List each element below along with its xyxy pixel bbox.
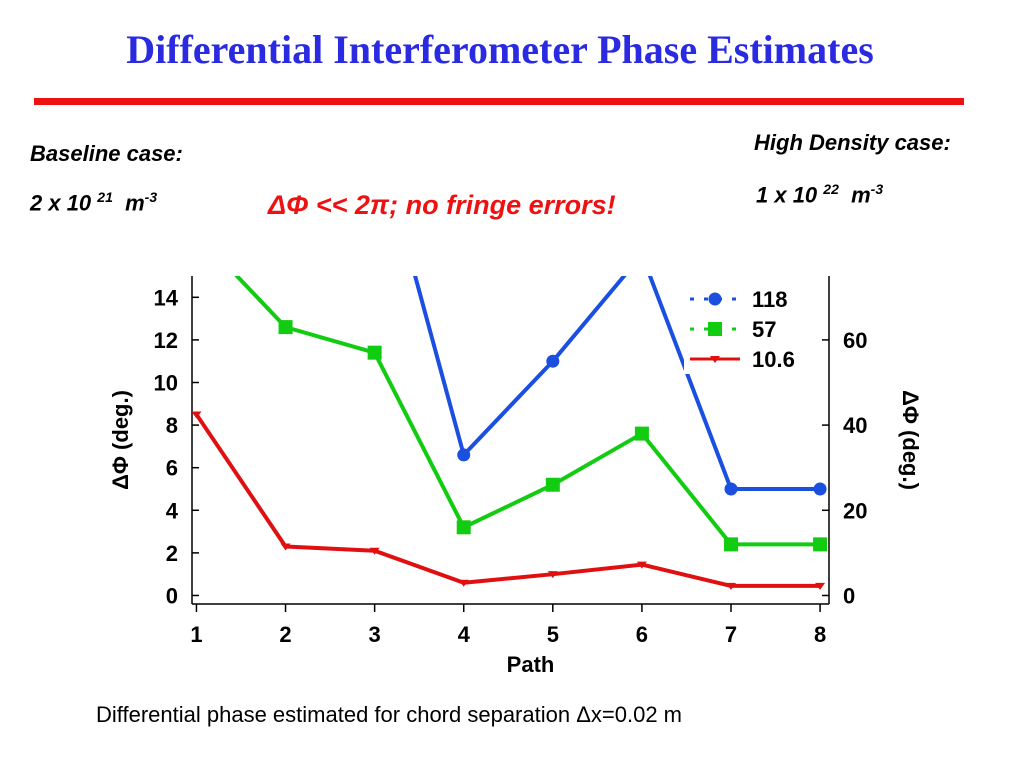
data-point-118 — [724, 482, 738, 496]
high-density-case-label: High Density case: — [754, 130, 951, 155]
x-tick-label: 6 — [636, 622, 648, 647]
data-point-10.6 — [280, 543, 291, 551]
data-point-57 — [813, 537, 828, 552]
data-point-118 — [546, 354, 560, 368]
legend-marker-118 — [708, 292, 722, 306]
y2-tick-label: 0 — [843, 583, 855, 608]
legend-marker-10.6 — [710, 356, 720, 363]
baseline-unit-base: m — [125, 190, 145, 216]
baseline-density: 2 x 10 21 m-3 — [30, 189, 157, 216]
series-line-10.6 — [194, 413, 821, 588]
y-tick-label: 10 — [154, 370, 178, 395]
title-divider — [34, 98, 964, 105]
x-axis-label: Path — [507, 652, 555, 677]
high-density-exp: 22 — [823, 181, 839, 197]
data-point-10.6 — [815, 582, 826, 590]
x-tick-label: 5 — [547, 622, 559, 647]
x-tick-label: 3 — [369, 622, 381, 647]
x-tick-label: 8 — [814, 622, 826, 647]
x-tick-label: 2 — [279, 622, 291, 647]
y-tick-label: 4 — [166, 498, 179, 523]
data-point-118 — [813, 482, 827, 496]
fringe-note: ΔΦ << 2π; no fringe errors! — [268, 190, 616, 220]
baseline-density-exp: 21 — [97, 189, 113, 205]
y2-tick-label: 40 — [843, 413, 867, 438]
y-tick-label: 12 — [154, 328, 178, 353]
data-point-57 — [367, 345, 382, 360]
data-point-10.6 — [192, 411, 202, 419]
baseline-case-label: Baseline case: — [30, 141, 183, 166]
data-point-57 — [278, 320, 293, 335]
y-tick-label: 6 — [166, 456, 178, 481]
series-line-57 — [234, 276, 821, 547]
data-point-10.6 — [369, 547, 380, 555]
data-point-118 — [457, 448, 471, 462]
y2-tick-label: 20 — [843, 498, 867, 523]
high-density-unit-exp: -3 — [870, 181, 884, 197]
slide-title: Differential Interferometer Phase Estima… — [126, 27, 874, 72]
x-tick-label: 4 — [458, 622, 471, 647]
y-tick-label: 0 — [166, 583, 178, 608]
high-density-density: 1 x 10 22 m-3 — [756, 181, 883, 208]
data-point-10.6 — [636, 561, 647, 569]
y-tick-label: 8 — [166, 413, 178, 438]
data-point-10.6 — [458, 579, 469, 587]
data-point-57 — [634, 426, 649, 441]
legend-label-10.6: 10.6 — [752, 347, 795, 372]
legend-label-118: 118 — [752, 287, 788, 312]
x-tick-label: 7 — [725, 622, 737, 647]
baseline-density-base: 2 x 10 — [30, 190, 92, 216]
legend-label-57: 57 — [752, 317, 776, 342]
figure-caption: Differential phase estimated for chord s… — [96, 702, 682, 727]
y2-tick-label: 60 — [843, 328, 867, 353]
data-point-10.6 — [726, 582, 736, 590]
data-point-57 — [456, 520, 471, 535]
high-density-base: 1 x 10 — [756, 182, 818, 208]
y-tick-label: 14 — [154, 285, 179, 310]
legend-marker-57 — [708, 322, 722, 336]
data-point-57 — [724, 537, 738, 552]
baseline-unit-exp: -3 — [144, 189, 158, 205]
data-point-57 — [545, 477, 560, 492]
y-axis-label: ΔΦ (deg.) — [108, 390, 133, 490]
y-tick-label: 2 — [166, 541, 178, 566]
legend: 118 57 10.6 — [684, 282, 804, 374]
data-point-10.6 — [547, 571, 558, 579]
x-tick-label: 1 — [190, 622, 202, 647]
high-density-unit-base: m — [851, 182, 871, 208]
plot-area — [192, 276, 828, 590]
y2-axis-label: ΔΦ (deg.) — [898, 390, 923, 490]
